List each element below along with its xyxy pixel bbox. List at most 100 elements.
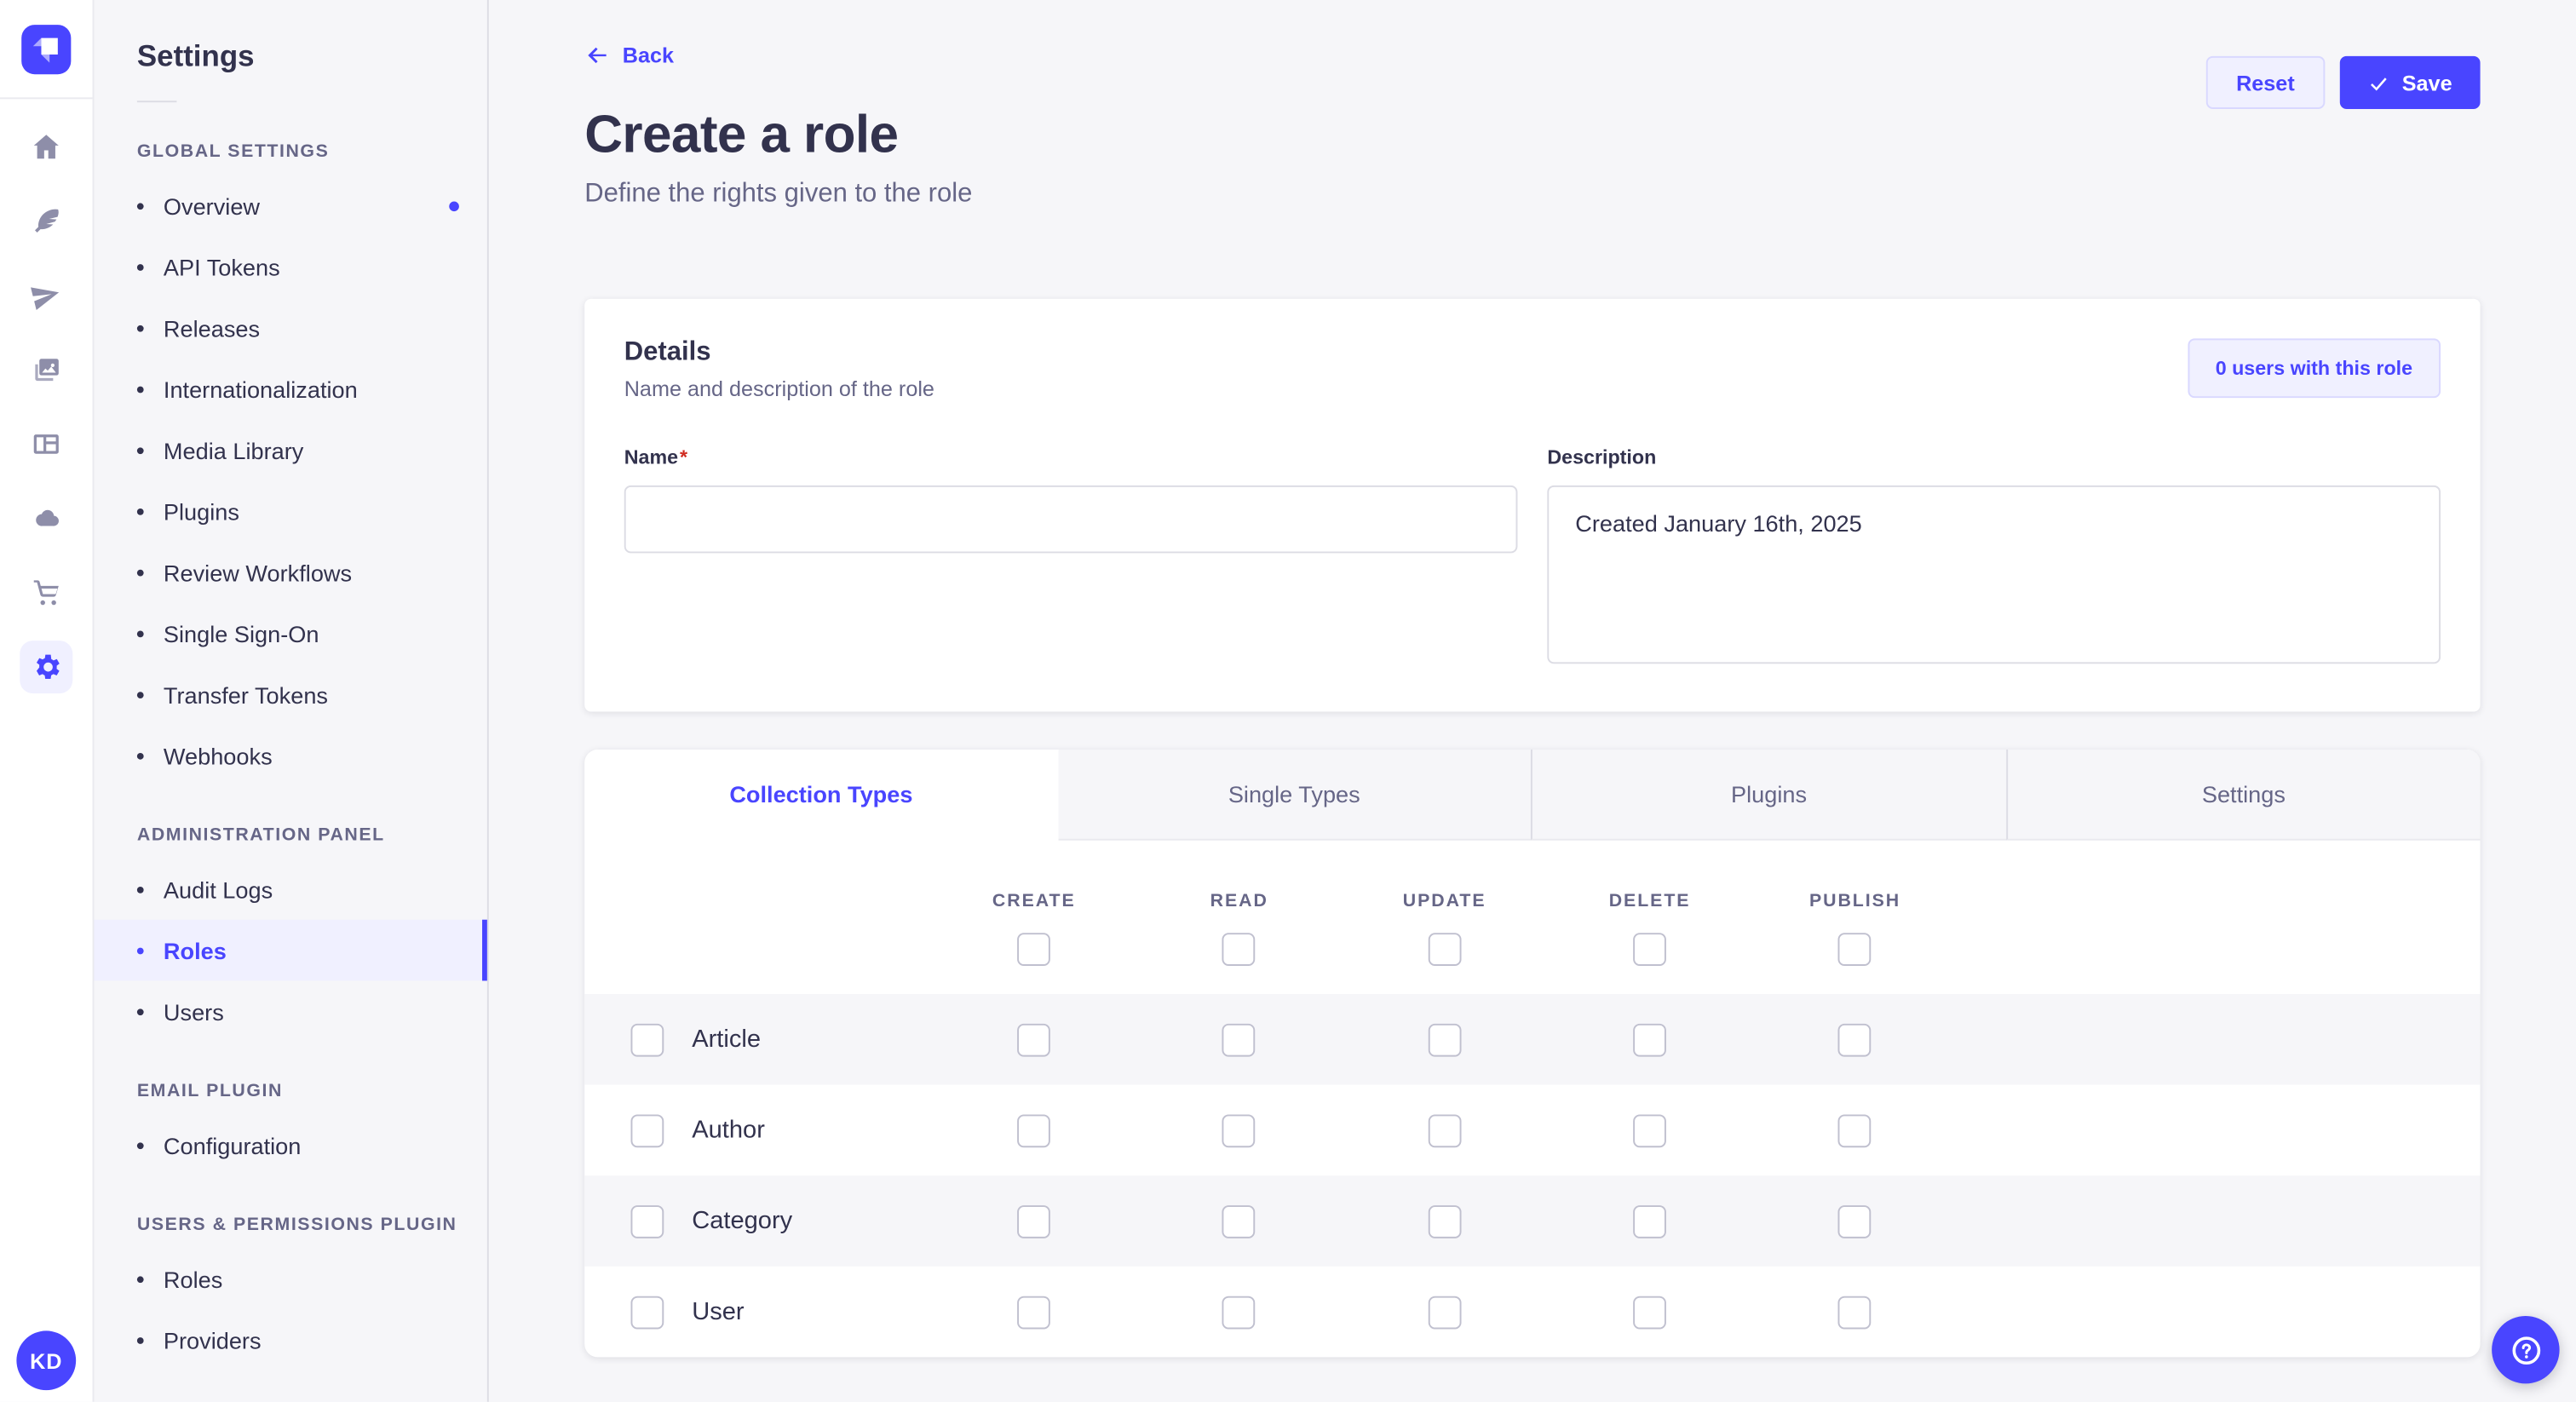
home-icon[interactable] <box>20 121 72 174</box>
subnav-item-single-sign-on[interactable]: Single Sign-On <box>94 603 486 664</box>
details-card-header: Details Name and description of the role… <box>624 338 2441 401</box>
author-publish-checkbox[interactable] <box>1838 1113 1872 1147</box>
subnav-item-media-library[interactable]: Media Library <box>94 419 486 480</box>
subnav-section: Email Plugin Configuration <box>94 1082 486 1175</box>
row-left-cell: Author <box>630 1113 931 1147</box>
select-all-read-checkbox[interactable] <box>1222 933 1256 966</box>
name-input[interactable] <box>624 485 1518 554</box>
subnav-item-audit-logs[interactable]: Audit Logs <box>94 859 486 920</box>
subnav-item-label: Configuration <box>163 1131 302 1158</box>
category-delete-checkbox[interactable] <box>1633 1204 1666 1238</box>
subnav-section: Administration Panel Audit Logs Roles Users <box>94 825 487 1042</box>
back-arrow-icon <box>588 47 607 64</box>
content-type-label: Author <box>692 1116 765 1145</box>
subnav-item-transfer-tokens[interactable]: Transfer Tokens <box>94 664 486 725</box>
users-with-role-badge[interactable]: 0 users with this role <box>2187 338 2441 399</box>
subnav-item-configuration[interactable]: Configuration <box>94 1114 486 1175</box>
category-create-checkbox[interactable] <box>1017 1204 1051 1238</box>
avatar-initials: KD <box>30 1347 63 1373</box>
user-read-checkbox[interactable] <box>1222 1295 1256 1329</box>
help-button[interactable] <box>2492 1315 2560 1384</box>
save-button[interactable]: Save <box>2339 55 2481 109</box>
tab-single-types[interactable]: Single Types <box>1057 750 1531 841</box>
strapi-logo-icon <box>32 37 58 62</box>
permissions-table-header: Create Read Update Delete Publish <box>584 841 2480 994</box>
settings-subnav: Settings Global Settings Overview API Toke… <box>94 0 489 1402</box>
subnav-item-plugins[interactable]: Plugins <box>94 480 486 542</box>
subnav-item-label: Releases <box>163 314 261 342</box>
article-update-checkbox[interactable] <box>1428 1022 1462 1056</box>
subnav-item-review-workflows[interactable]: Review Workflows <box>94 542 486 603</box>
article-publish-checkbox[interactable] <box>1838 1022 1872 1056</box>
release-paper-plane-icon[interactable] <box>20 269 72 322</box>
reset-button[interactable]: Reset <box>2206 55 2325 109</box>
user-delete-checkbox[interactable] <box>1633 1295 1666 1329</box>
category-read-checkbox[interactable] <box>1222 1204 1256 1238</box>
bullet-icon <box>136 946 144 954</box>
column-label-delete: Delete <box>1608 891 1691 912</box>
user-publish-checkbox[interactable] <box>1838 1295 1872 1329</box>
table-row-author: Author <box>584 1085 2480 1176</box>
main-nav-rail: KD <box>0 0 95 1402</box>
subnav-item-label: Webhooks <box>163 742 273 769</box>
required-asterisk: * <box>680 445 688 469</box>
row-left-cell: Category <box>630 1204 931 1238</box>
column-label-update: Update <box>1402 891 1486 912</box>
marketplace-cart-icon[interactable] <box>20 566 72 619</box>
content-manager-layout-icon[interactable] <box>20 417 72 470</box>
article-delete-checkbox[interactable] <box>1633 1022 1666 1056</box>
row-select-checkbox[interactable] <box>630 1295 664 1329</box>
cloud-icon[interactable] <box>20 492 72 545</box>
subnav-item-providers[interactable]: Providers <box>94 1309 486 1370</box>
subnav-item-overview[interactable]: Overview <box>94 175 486 236</box>
select-all-delete-checkbox[interactable] <box>1633 933 1666 966</box>
description-textarea[interactable]: Created January 16th, 2025 <box>1547 485 2441 664</box>
subnav-item-label: Overview <box>163 192 261 219</box>
subnav-item-internationalization[interactable]: Internationalization <box>94 359 486 420</box>
subnav-item-webhooks[interactable]: Webhooks <box>94 725 486 786</box>
page-title: Create a role <box>584 104 899 164</box>
select-all-update-checkbox[interactable] <box>1428 933 1462 966</box>
article-read-checkbox[interactable] <box>1222 1022 1256 1056</box>
permissions-rows: Article Author Category User <box>584 993 2481 1357</box>
user-avatar[interactable]: KD <box>16 1330 77 1391</box>
strapi-logo[interactable] <box>21 24 72 74</box>
tab-settings[interactable]: Settings <box>2005 750 2481 841</box>
tab-plugins[interactable]: Plugins <box>1530 750 2006 841</box>
content-feather-icon[interactable] <box>20 195 72 248</box>
row-left-cell: User <box>630 1295 931 1329</box>
permissions-tabs: Collection Types Single Types Plugins Setti… <box>584 750 2481 841</box>
settings-gear-icon[interactable] <box>20 641 73 694</box>
row-select-checkbox[interactable] <box>630 1022 664 1056</box>
subnav-item-label: API Tokens <box>163 253 280 280</box>
subnav-item-roles[interactable]: Roles <box>94 919 487 981</box>
subnav-item-releases[interactable]: Releases <box>94 297 486 359</box>
bullet-icon <box>136 446 144 454</box>
subnav-item-label: Audit Logs <box>163 876 273 903</box>
category-update-checkbox[interactable] <box>1428 1204 1462 1238</box>
save-label: Save <box>2401 70 2452 95</box>
author-delete-checkbox[interactable] <box>1633 1113 1666 1147</box>
media-library-icon[interactable] <box>20 343 72 396</box>
select-all-create-checkbox[interactable] <box>1017 933 1051 966</box>
select-all-publish-checkbox[interactable] <box>1838 933 1872 966</box>
subnav-title: Settings <box>136 39 255 73</box>
back-link[interactable]: Back <box>584 43 674 67</box>
subnav-item-roles[interactable]: Roles <box>94 1248 486 1309</box>
author-create-checkbox[interactable] <box>1017 1113 1051 1147</box>
article-create-checkbox[interactable] <box>1017 1022 1051 1056</box>
author-read-checkbox[interactable] <box>1222 1113 1256 1147</box>
back-label: Back <box>622 43 675 68</box>
bullet-icon <box>136 508 144 514</box>
author-update-checkbox[interactable] <box>1428 1113 1462 1147</box>
tab-collection-types[interactable]: Collection Types <box>584 750 1058 841</box>
row-select-checkbox[interactable] <box>630 1113 664 1147</box>
subnav-item-users[interactable]: Users <box>94 980 486 1042</box>
user-create-checkbox[interactable] <box>1017 1295 1051 1329</box>
category-publish-checkbox[interactable] <box>1838 1204 1872 1238</box>
user-update-checkbox[interactable] <box>1428 1295 1462 1329</box>
permissions-column-checkboxes <box>584 933 2480 994</box>
subnav-item-api-tokens[interactable]: API Tokens <box>94 236 486 297</box>
row-select-checkbox[interactable] <box>630 1204 664 1238</box>
